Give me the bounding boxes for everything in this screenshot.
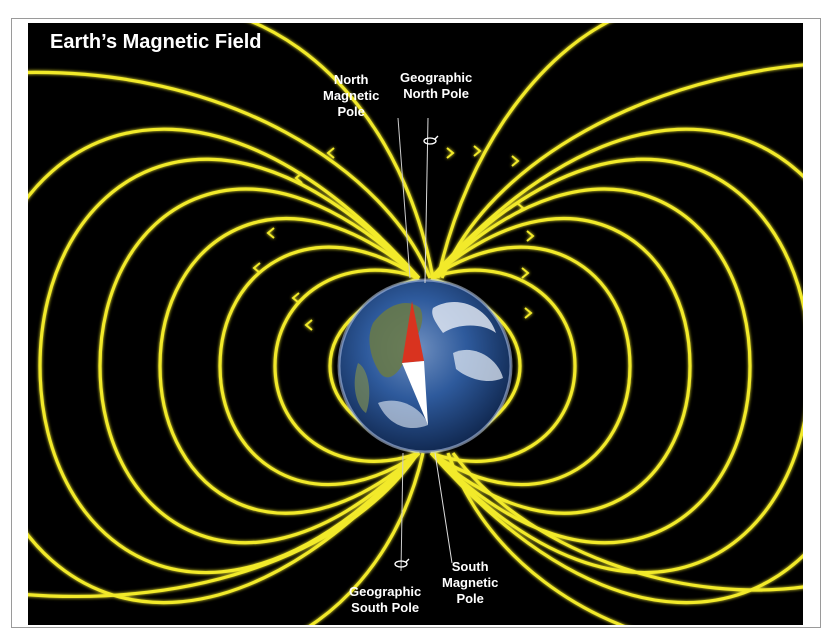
field-direction-arrow-icon	[326, 147, 335, 159]
field-line	[430, 245, 632, 487]
south-magnetic-pole-label: South Magnetic Pole	[442, 559, 499, 606]
field-direction-arrow-icon	[294, 172, 303, 184]
north-magnetic-pole-label: North Magnetic Pole	[323, 72, 380, 119]
geographic-axis-south	[400, 452, 404, 572]
field-direction-arrow-icon	[524, 307, 533, 319]
field-line	[28, 70, 432, 279]
field-direction-arrow-icon	[526, 230, 535, 242]
field-direction-arrow-icon	[291, 292, 300, 304]
field-direction-arrow-icon	[252, 262, 261, 274]
geographic-south-pole-label: Geographic South Pole	[349, 584, 422, 615]
field-line	[250, 23, 435, 279]
magnetic-axis-south	[434, 452, 453, 564]
field-direction-arrow-icon	[516, 202, 525, 214]
field-direction-arrow-icon	[511, 155, 520, 167]
rotation-arrow-icon	[394, 558, 410, 568]
field-line	[429, 187, 752, 545]
field-direction-arrow-icon	[473, 145, 482, 157]
field-line	[98, 187, 421, 545]
geographic-axis-north	[424, 117, 429, 284]
field-line	[273, 268, 420, 463]
field-line	[440, 63, 803, 279]
field-line	[158, 217, 421, 515]
field-line	[436, 23, 610, 279]
field-direction-arrow-icon	[304, 319, 313, 331]
earth-globe-icon	[337, 278, 513, 454]
rotation-arrow-icon	[423, 135, 439, 145]
field-line	[38, 157, 421, 575]
field-direction-arrow-icon	[446, 147, 455, 159]
field-line	[451, 452, 803, 592]
field-line	[446, 452, 626, 625]
diagram-canvas: Earth’s Magnetic Field North Magnetic Po…	[28, 23, 803, 625]
field-line	[218, 245, 420, 487]
field-line	[429, 157, 803, 575]
field-direction-arrow-icon	[266, 227, 275, 239]
magnetic-field-diagram	[28, 23, 803, 625]
field-line	[429, 127, 803, 605]
geographic-north-pole-label: Geographic North Pole	[400, 70, 473, 101]
field-line	[28, 127, 421, 605]
magnetic-axis-north	[397, 117, 411, 279]
field-line	[308, 452, 425, 625]
field-line	[28, 452, 420, 598]
field-line	[429, 217, 692, 515]
field-direction-arrow-icon	[521, 267, 530, 279]
diagram-title: Earth’s Magnetic Field	[50, 31, 262, 53]
field-line	[430, 268, 577, 463]
compass-needle-icon	[402, 301, 428, 425]
